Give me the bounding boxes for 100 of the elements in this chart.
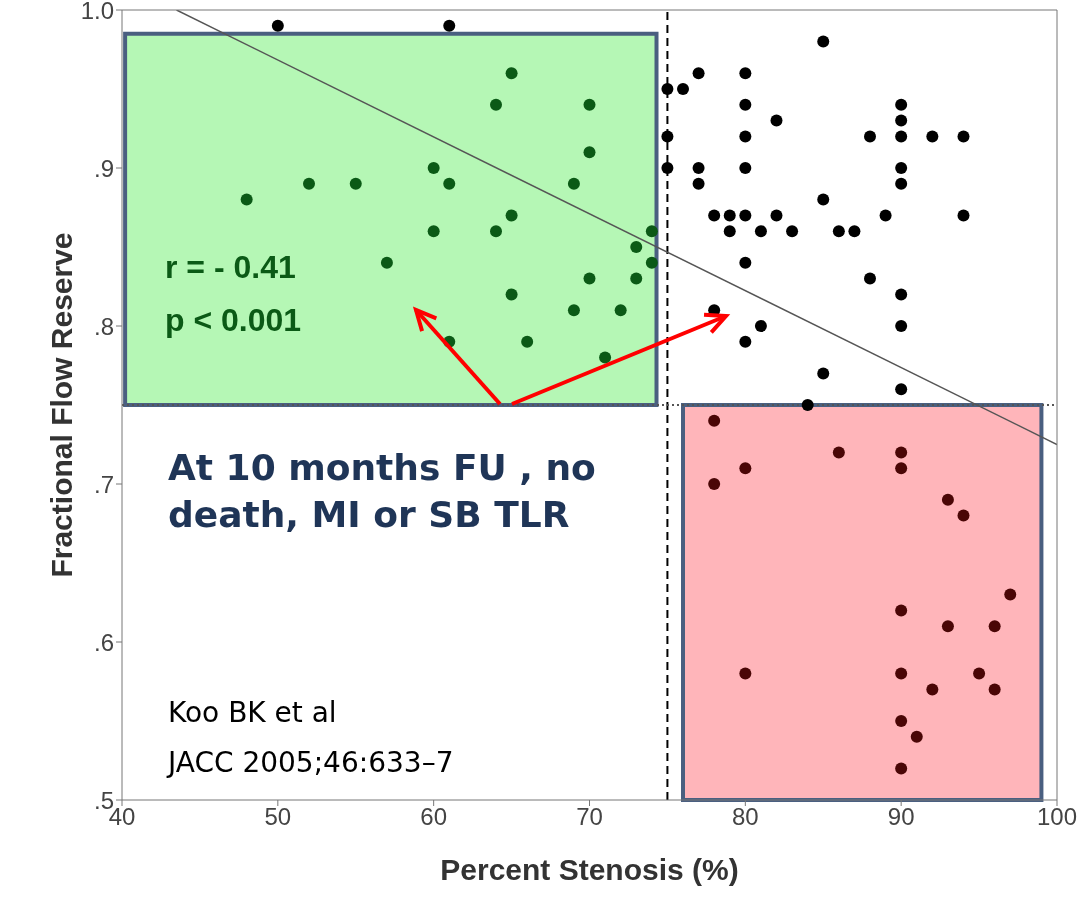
x-tick-label: 60 — [420, 803, 448, 831]
point — [739, 256, 752, 269]
point — [599, 351, 612, 364]
point — [739, 209, 752, 222]
point — [941, 493, 954, 506]
point — [770, 114, 783, 127]
point — [505, 209, 518, 222]
point — [708, 209, 721, 222]
point — [957, 209, 970, 222]
point — [567, 304, 580, 317]
point — [895, 177, 908, 190]
point — [708, 414, 721, 427]
point — [567, 177, 580, 190]
point — [895, 320, 908, 332]
x-axis-title: Percent Stenosis (%) — [440, 853, 739, 886]
point — [723, 225, 736, 238]
x-tick-label: 70 — [576, 803, 603, 831]
point — [926, 683, 939, 696]
point — [770, 209, 783, 222]
point — [739, 462, 752, 475]
point — [957, 130, 970, 143]
point — [832, 446, 845, 459]
point — [303, 177, 315, 190]
x-tick-label: 100 — [1036, 803, 1078, 831]
point — [801, 399, 814, 411]
point — [864, 272, 876, 285]
point — [645, 225, 658, 238]
point — [583, 272, 596, 285]
point — [832, 225, 845, 238]
point — [490, 225, 502, 238]
point — [988, 683, 1001, 696]
y-tick-label: 1.0 — [80, 0, 114, 24]
point — [739, 67, 752, 80]
point — [926, 130, 939, 143]
point — [630, 241, 643, 253]
point — [271, 19, 284, 32]
point — [692, 67, 705, 80]
point — [817, 35, 830, 48]
point — [739, 667, 752, 680]
point — [895, 604, 908, 617]
point — [895, 288, 908, 301]
point — [895, 462, 908, 475]
y-tick-label: .9 — [93, 154, 114, 182]
point — [692, 177, 705, 190]
point — [817, 367, 830, 380]
annotation: Koo BK et al — [168, 696, 337, 729]
point — [708, 478, 721, 490]
point — [505, 288, 518, 301]
point — [614, 304, 627, 317]
point — [630, 272, 643, 285]
point — [817, 193, 830, 206]
point — [490, 98, 502, 111]
point — [895, 130, 908, 143]
point — [910, 730, 923, 743]
point — [443, 177, 456, 190]
point — [895, 715, 908, 727]
point — [879, 209, 892, 222]
point — [677, 83, 689, 95]
point — [895, 162, 908, 174]
point — [739, 130, 752, 143]
y-tick-label: .8 — [93, 312, 114, 340]
point — [645, 256, 658, 269]
point — [443, 19, 456, 32]
point — [895, 446, 908, 459]
point — [941, 620, 954, 633]
point — [754, 320, 767, 332]
point — [661, 130, 674, 143]
x-tick-label: 80 — [731, 803, 759, 831]
point — [427, 225, 440, 238]
point — [988, 620, 1001, 633]
point — [895, 383, 908, 396]
point — [739, 98, 752, 111]
point — [661, 162, 674, 174]
point — [848, 225, 861, 238]
point — [739, 335, 752, 348]
point — [895, 762, 908, 775]
point — [1004, 588, 1017, 601]
point — [521, 335, 534, 348]
point — [692, 162, 705, 174]
point — [240, 193, 253, 206]
point — [723, 209, 736, 222]
x-tick-label: 90 — [887, 803, 915, 831]
point — [505, 67, 518, 80]
point — [895, 98, 908, 111]
point — [583, 146, 596, 159]
point — [583, 98, 596, 111]
annotation: At 10 months FU , no death, MI or SB TLR — [168, 447, 596, 535]
annotation: JACC 2005;46:633–7 — [166, 746, 454, 779]
y-tick-label: .6 — [93, 628, 114, 656]
point — [973, 667, 986, 680]
annotation: p < 0.001 — [165, 302, 302, 338]
point — [739, 162, 752, 174]
point — [427, 162, 440, 174]
point — [786, 225, 799, 238]
point — [895, 114, 908, 127]
y-tick-label: .7 — [93, 470, 114, 498]
point — [957, 509, 970, 522]
point — [895, 667, 908, 680]
point — [661, 83, 674, 95]
point — [864, 130, 876, 143]
